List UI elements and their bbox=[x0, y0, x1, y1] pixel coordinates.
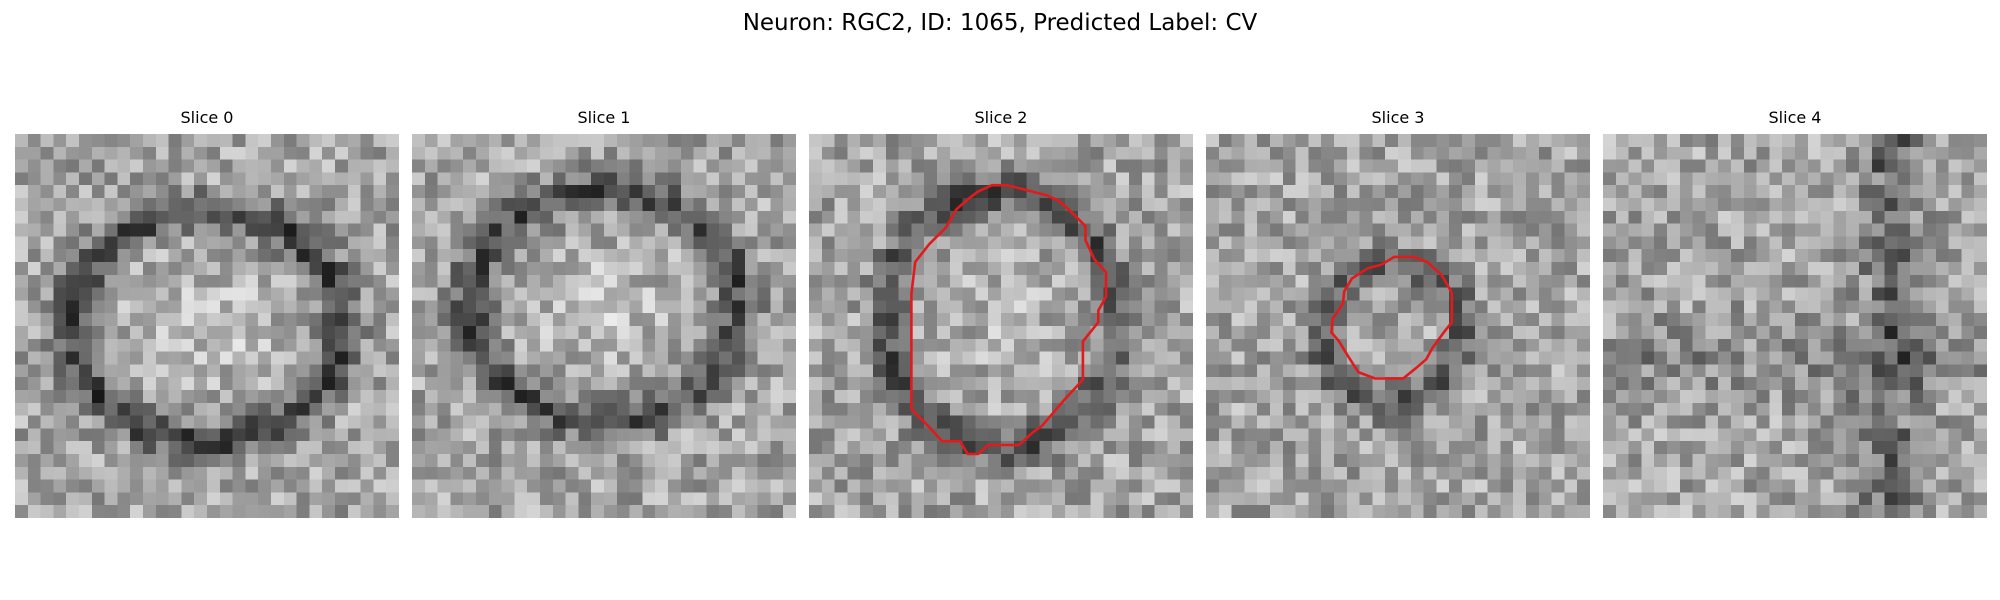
slice-image-3 bbox=[1206, 134, 1590, 518]
slice-title-0: Slice 0 bbox=[180, 108, 234, 127]
segmentation-contour-2 bbox=[910, 183, 1108, 456]
slice-title-1: Slice 1 bbox=[577, 108, 631, 127]
slice-title-2: Slice 2 bbox=[974, 108, 1028, 127]
segmentation-contour-3 bbox=[1330, 255, 1454, 380]
slice-image-4 bbox=[1603, 134, 1987, 518]
slice-image-2 bbox=[809, 134, 1193, 518]
slice-title-4: Slice 4 bbox=[1768, 108, 1822, 127]
slice-image-1 bbox=[412, 134, 796, 518]
slice-title-3: Slice 3 bbox=[1371, 108, 1425, 127]
figure-title: Neuron: RGC2, ID: 1065, Predicted Label:… bbox=[742, 10, 1258, 36]
slice-image-0 bbox=[15, 134, 399, 518]
